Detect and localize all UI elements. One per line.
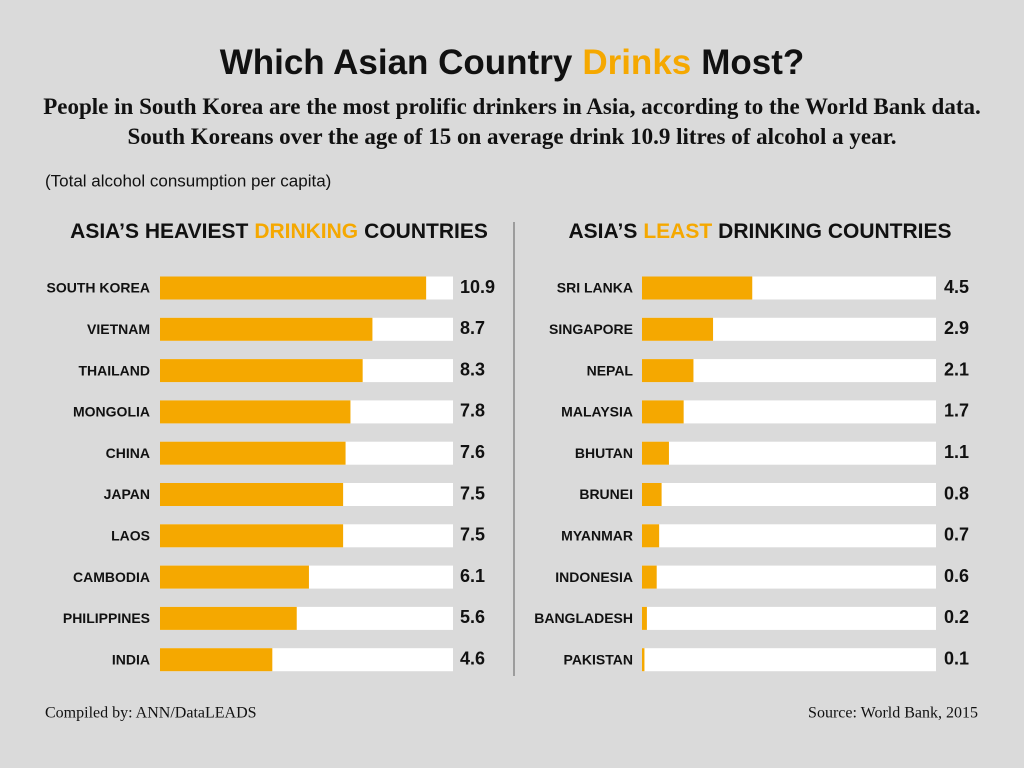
value-label: 4.5 [944,277,969,297]
category-label: SINGAPORE [549,321,633,337]
bar [160,524,344,548]
chart-title: ASIA’S LEAST DRINKING COUNTRIES [568,220,951,243]
category-label: BHUTAN [575,445,633,461]
value-label: 7.5 [460,525,485,545]
value-label: 0.7 [944,525,969,545]
bar [642,276,753,300]
category-label: PHILIPPINES [63,610,150,626]
chart-title-highlight: DRINKING [254,220,358,243]
bar-track [642,400,936,424]
bar [160,317,373,341]
bar [642,441,669,465]
bar [642,359,694,383]
bar-track [642,317,936,341]
bar [642,483,662,506]
value-label: 0.6 [944,566,969,586]
value-label: 0.1 [944,648,969,668]
category-label: BRUNEI [579,486,633,502]
value-label: 2.1 [944,359,969,379]
value-label: 4.6 [460,648,485,668]
bar-track [642,441,936,465]
category-label: MONGOLIA [73,404,150,420]
bar [160,648,273,672]
bar [160,606,297,630]
category-label: INDONESIA [555,569,633,585]
category-label: PAKISTAN [564,651,633,667]
value-label: 7.6 [460,442,485,462]
category-label: SRI LANKA [557,280,633,296]
bar [642,606,647,630]
bar [160,276,427,300]
category-label: NEPAL [587,362,634,378]
bar [160,441,346,465]
bar-track [642,606,936,630]
category-label: INDIA [112,651,150,667]
title-highlight: Drinks [582,43,691,82]
bar [160,483,344,506]
category-label: VIETNAM [87,321,150,337]
title-part: Which Asian Country [220,43,573,82]
category-label: CHINA [106,445,150,461]
category-label: JAPAN [104,486,150,502]
bar [160,359,363,383]
subtitle: People in South Korea are the most proli… [43,94,981,149]
footer-left: Compiled by: ANN/DataLEADS [45,705,257,722]
value-label: 0.8 [944,483,969,503]
title: Which Asian Country Drinks Most? [220,43,805,82]
value-label: 5.6 [460,607,485,627]
footer-right: Source: World Bank, 2015 [808,705,978,722]
value-label: 1.7 [944,401,969,421]
category-label: SOUTH KOREA [47,280,150,296]
bar [642,400,684,424]
value-label: 7.8 [460,401,485,421]
chart-title-part: ASIA’S HEAVIEST [70,220,248,243]
chart-title: ASIA’S HEAVIEST DRINKING COUNTRIES [70,220,488,243]
value-label: 1.1 [944,442,969,462]
bar [642,317,714,341]
category-label: MYANMAR [561,528,633,544]
note: (Total alcohol consumption per capita) [45,171,331,190]
value-label: 7.5 [460,483,485,503]
bar-track [642,524,936,548]
bar-track [642,483,936,506]
bar [642,565,657,589]
bar [160,565,309,589]
chart-title-part: COUNTRIES [364,220,488,243]
value-label: 0.2 [944,607,969,627]
bar-track [642,565,936,589]
bar [642,524,660,548]
title-part: Most? [701,43,804,82]
category-label: CAMBODIA [73,569,150,585]
value-label: 8.7 [460,318,485,338]
chart-title-part: DRINKING COUNTRIES [718,220,951,243]
category-label: THAILAND [78,362,150,378]
category-label: BANGLADESH [534,610,633,626]
bar-track [642,359,936,383]
chart-title-highlight: LEAST [643,220,712,243]
value-label: 8.3 [460,359,485,379]
category-label: MALAYSIA [561,404,633,420]
value-label: 2.9 [944,318,969,338]
bar [160,400,351,424]
bar-track [642,648,936,672]
category-label: LAOS [111,528,150,544]
bar [642,648,645,672]
value-label: 10.9 [460,277,495,297]
chart-title-part: ASIA’S [568,220,637,243]
value-label: 6.1 [460,566,485,586]
